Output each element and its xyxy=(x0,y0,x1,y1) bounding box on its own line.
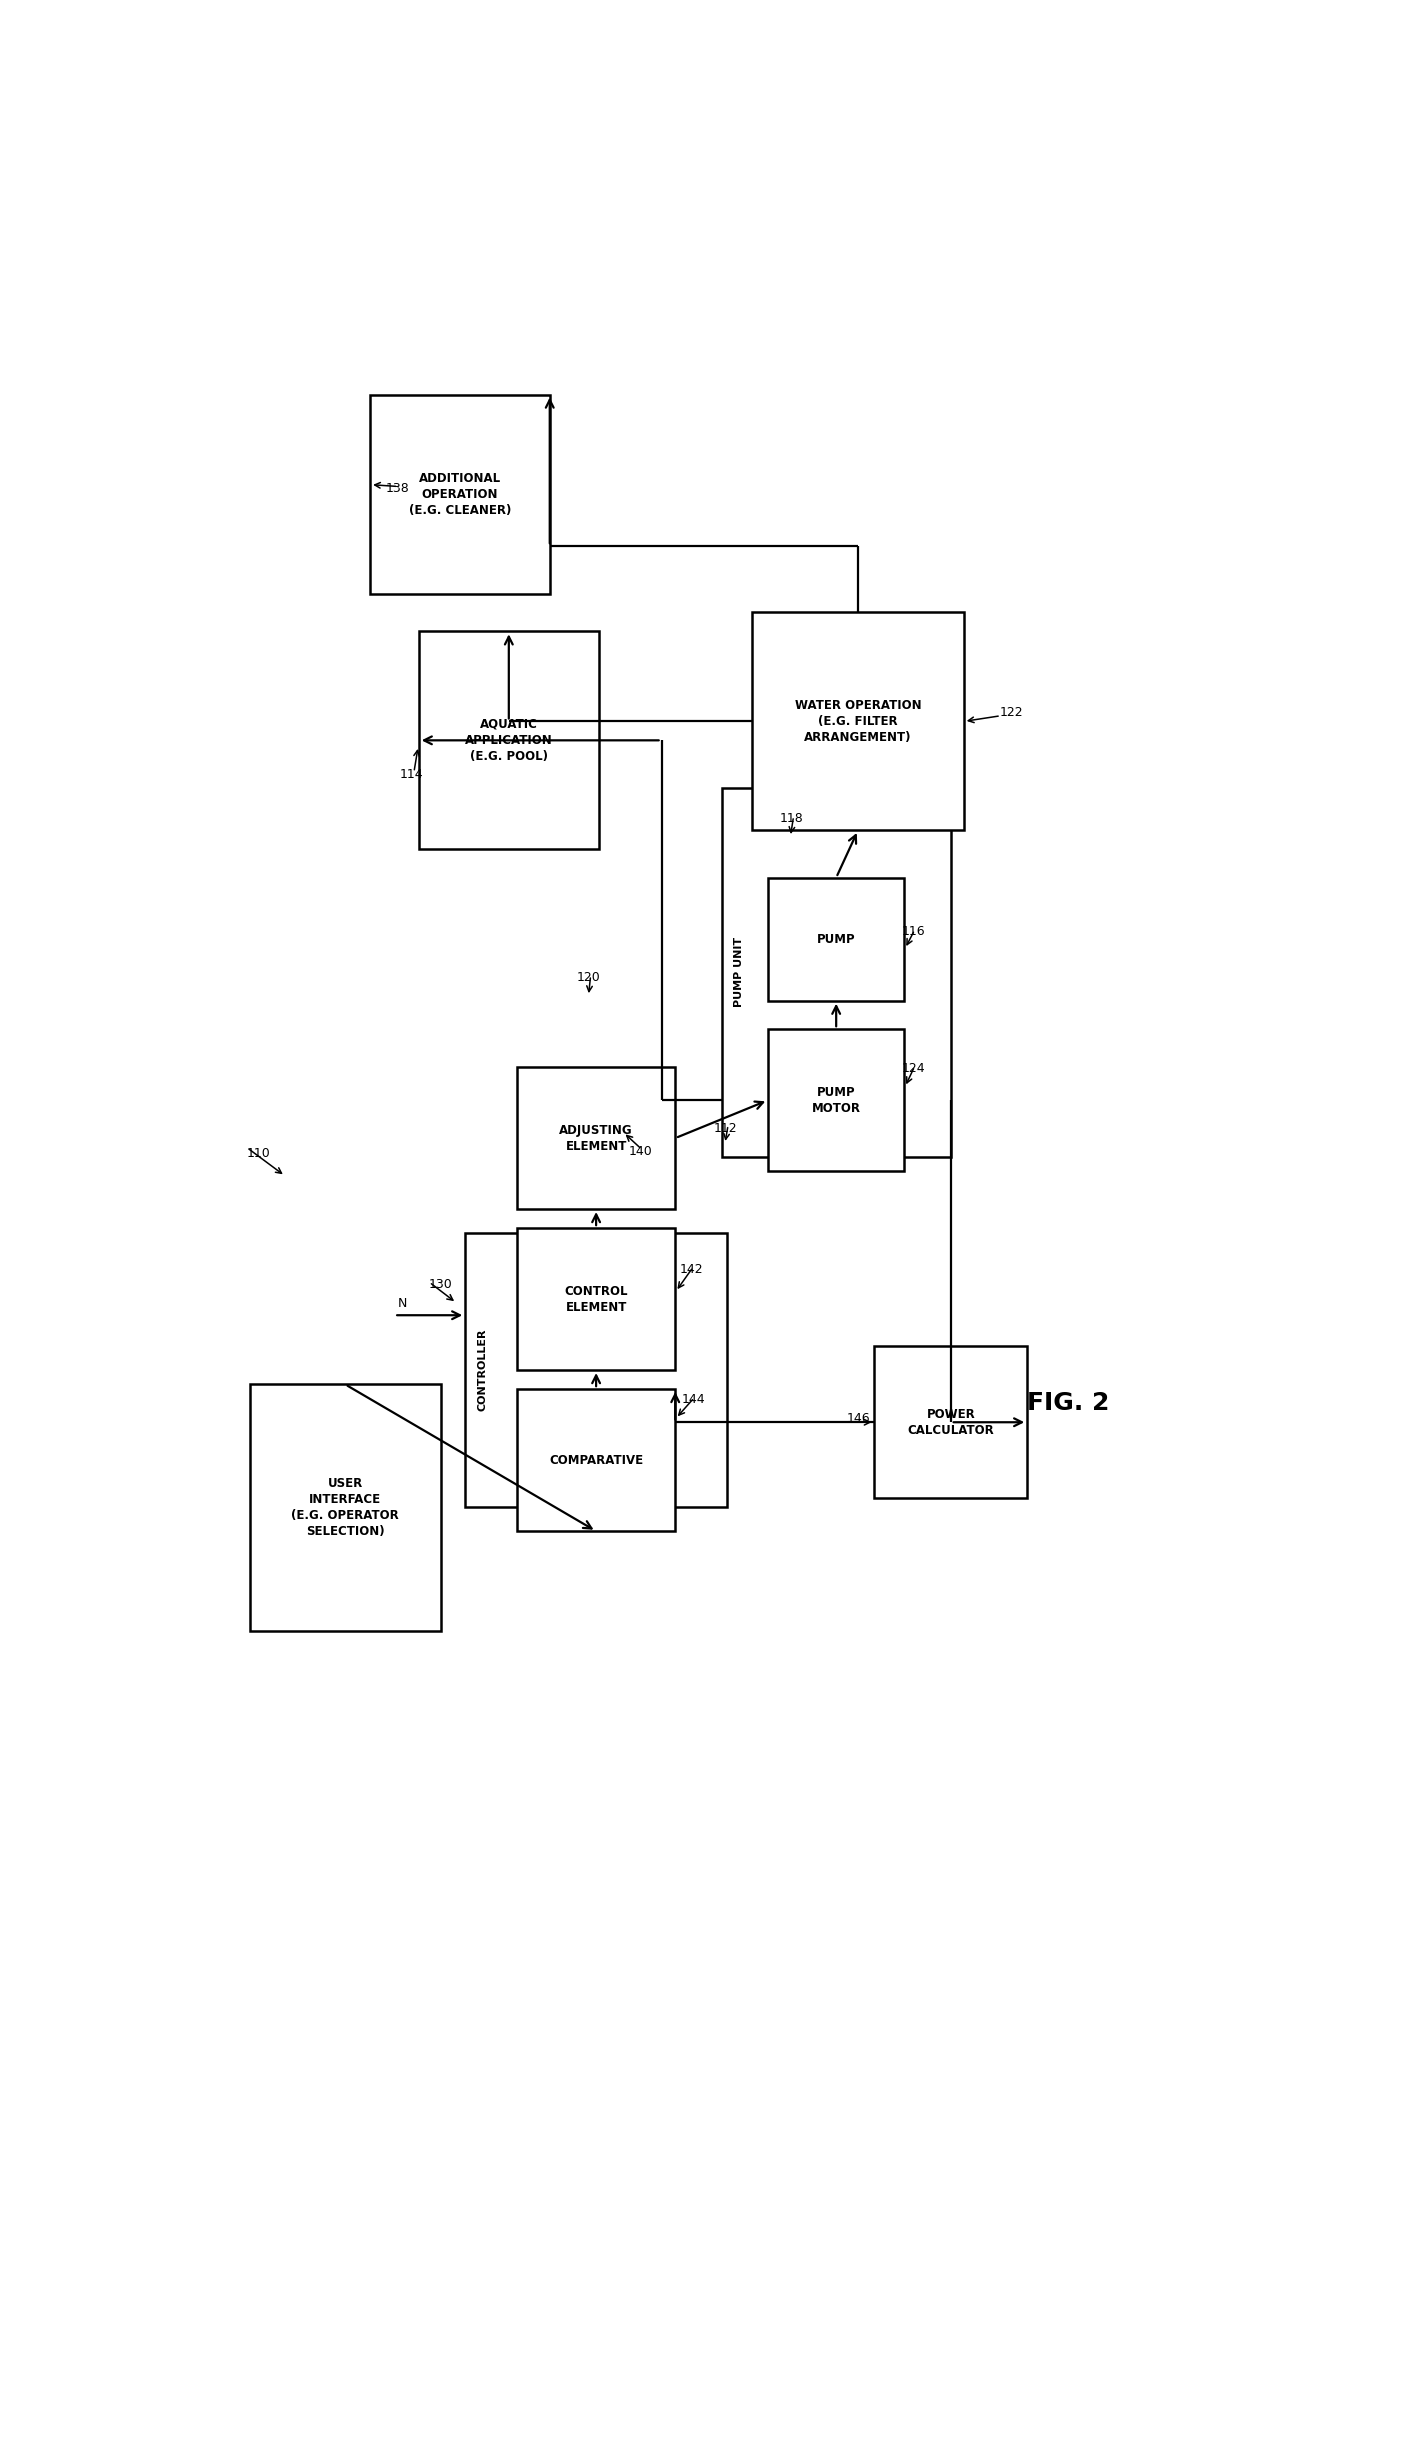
Bar xyxy=(517,1068,676,1210)
Text: CONTROLLER: CONTROLLER xyxy=(477,1328,487,1412)
Text: 114: 114 xyxy=(400,768,424,782)
Text: 110: 110 xyxy=(246,1146,270,1161)
Bar xyxy=(767,1028,904,1171)
Text: 142: 142 xyxy=(680,1262,704,1277)
Bar xyxy=(465,1232,727,1508)
Bar xyxy=(249,1385,441,1631)
Bar xyxy=(722,787,950,1156)
Text: N: N xyxy=(397,1296,407,1311)
Text: USER
INTERFACE
(E.G. OPERATOR
SELECTION): USER INTERFACE (E.G. OPERATOR SELECTION) xyxy=(291,1476,398,1538)
Text: CONTROL
ELEMENT: CONTROL ELEMENT xyxy=(565,1284,628,1314)
Text: PUMP
MOTOR: PUMP MOTOR xyxy=(811,1085,860,1114)
Text: PUMP UNIT: PUMP UNIT xyxy=(734,937,743,1009)
Bar xyxy=(517,1390,676,1530)
Text: ADDITIONAL
OPERATION
(E.G. CLEANER): ADDITIONAL OPERATION (E.G. CLEANER) xyxy=(408,472,511,517)
Bar xyxy=(517,1228,676,1370)
Text: 118: 118 xyxy=(780,812,803,824)
Bar xyxy=(767,878,904,1001)
Text: 124: 124 xyxy=(901,1063,925,1075)
Text: 116: 116 xyxy=(901,925,925,937)
Text: 120: 120 xyxy=(576,972,600,984)
Text: 140: 140 xyxy=(629,1146,652,1159)
Text: COMPARATIVE: COMPARATIVE xyxy=(549,1454,643,1466)
Text: 130: 130 xyxy=(429,1277,453,1292)
Text: PUMP: PUMP xyxy=(817,932,856,945)
Text: FIG. 2: FIG. 2 xyxy=(1028,1392,1110,1414)
Text: 122: 122 xyxy=(1000,706,1024,718)
Text: 138: 138 xyxy=(386,482,410,494)
Bar xyxy=(874,1346,1028,1498)
Bar xyxy=(418,632,598,849)
Text: 144: 144 xyxy=(681,1392,705,1407)
Bar xyxy=(370,394,549,593)
Text: AQUATIC
APPLICATION
(E.G. POOL): AQUATIC APPLICATION (E.G. POOL) xyxy=(465,718,553,763)
Text: 146: 146 xyxy=(848,1412,870,1424)
Text: ADJUSTING
ELEMENT: ADJUSTING ELEMENT xyxy=(559,1124,634,1154)
Text: 112: 112 xyxy=(714,1122,738,1137)
Text: POWER
CALCULATOR: POWER CALCULATOR xyxy=(907,1407,994,1437)
Bar xyxy=(752,613,964,831)
Text: WATER OPERATION
(E.G. FILTER
ARRANGEMENT): WATER OPERATION (E.G. FILTER ARRANGEMENT… xyxy=(794,699,921,743)
